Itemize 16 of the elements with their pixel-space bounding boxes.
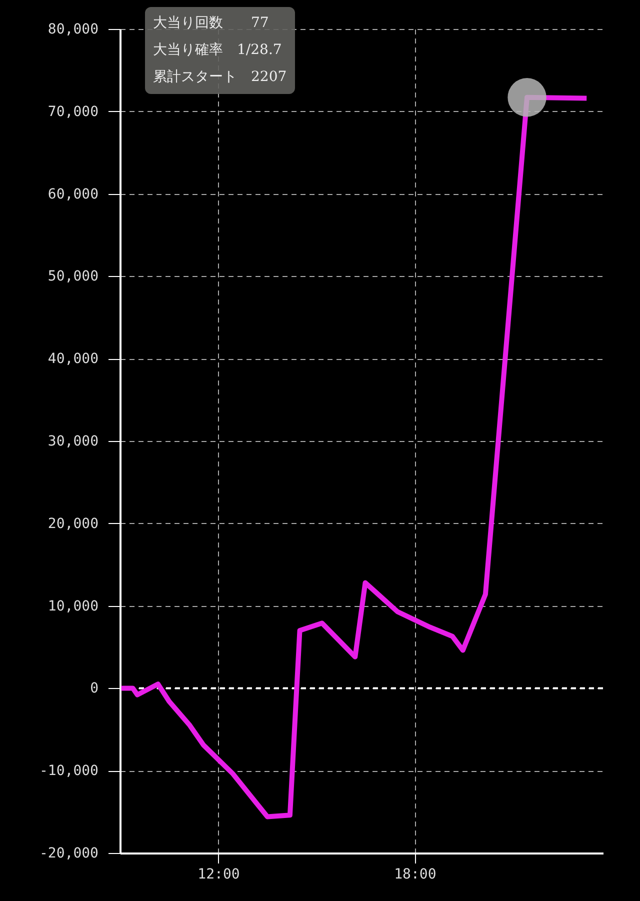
annotation: 累計スタート 2207	[153, 68, 287, 87]
annotation: 大当り確率 1/28.7	[153, 41, 283, 60]
y-tick-label: 50,000	[48, 268, 98, 285]
y-tick-label: 30,000	[48, 434, 98, 450]
y-tick-label: 20,000	[48, 516, 98, 532]
y-tick-label: 70,000	[48, 104, 98, 120]
annotation: 大当り回数 77	[153, 14, 270, 33]
x-tick-label: 12:00	[198, 866, 240, 882]
y-tick-label: -20,000	[39, 846, 98, 862]
y-tick-label: -10,000	[39, 763, 98, 780]
y-tick-label: 40,000	[48, 351, 98, 368]
y-tick-label: 10,000	[48, 598, 98, 614]
x-tick-label: 18:00	[394, 866, 436, 882]
y-tick-label: 0	[90, 680, 98, 697]
y-tick-label: 80,000	[48, 22, 98, 38]
y-tick-label: 60,000	[48, 186, 98, 202]
